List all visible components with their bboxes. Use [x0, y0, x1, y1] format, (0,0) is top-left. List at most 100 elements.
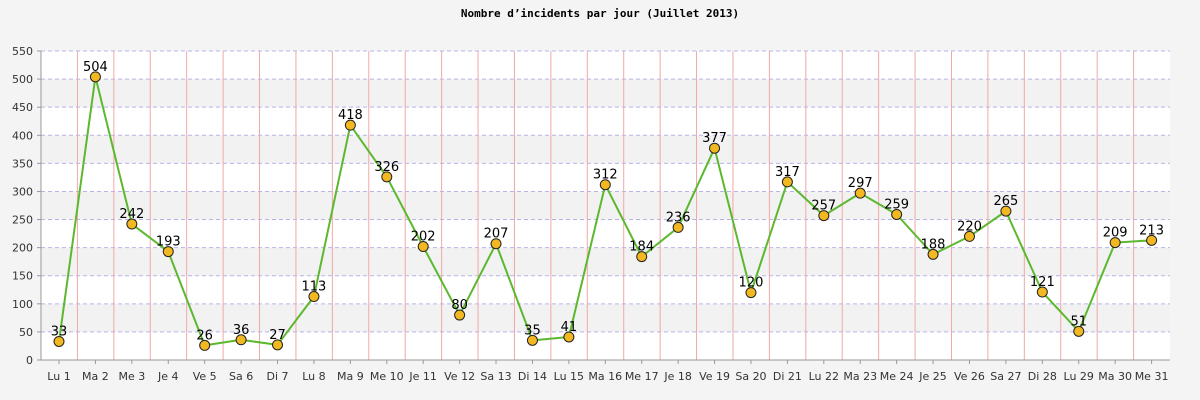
data-label: 202 — [411, 230, 436, 245]
plot-band — [41, 191, 1170, 220]
data-point — [563, 331, 575, 343]
y-tick-label: 500 — [12, 73, 33, 86]
data-label: 504 — [83, 60, 108, 75]
x-tick-label: Je 4 — [157, 370, 179, 383]
x-tick-label: Di 28 — [1028, 370, 1057, 383]
data-point — [636, 251, 648, 263]
data-label: 26 — [196, 328, 213, 343]
data-point — [454, 309, 466, 321]
x-tick-label: Ma 2 — [82, 370, 109, 383]
x-tick-label: Ma 23 — [843, 370, 877, 383]
x-tick-label: Ve 5 — [193, 370, 217, 383]
data-label: 259 — [884, 197, 909, 212]
data-label: 121 — [1030, 275, 1055, 290]
x-tick-label: Ma 16 — [588, 370, 622, 383]
x-tick-label: Me 17 — [625, 370, 659, 383]
data-point — [672, 221, 684, 233]
series-layer — [53, 71, 1158, 351]
data-label: 193 — [156, 235, 181, 250]
data-point — [927, 248, 939, 260]
y-tick-label: 300 — [12, 185, 33, 198]
x-tick-label: Ma 30 — [1098, 370, 1132, 383]
data-label: 236 — [666, 210, 691, 225]
data-label: 36 — [233, 323, 250, 338]
x-tick-label: Me 3 — [118, 370, 145, 383]
data-point — [490, 238, 502, 250]
data-point — [963, 230, 975, 242]
x-tick-label: Me 24 — [880, 370, 914, 383]
data-point — [344, 119, 356, 131]
data-label: 312 — [593, 168, 618, 183]
x-tick-label: Je 25 — [918, 370, 947, 383]
x-tick-label: Lu 1 — [47, 370, 70, 383]
data-label: 209 — [1103, 226, 1128, 241]
y-tick-label: 400 — [12, 129, 33, 142]
data-point — [126, 218, 138, 230]
x-tick-label: Je 11 — [408, 370, 437, 383]
plot-band — [41, 135, 1170, 164]
data-label: 51 — [1070, 314, 1087, 329]
plot-band — [41, 275, 1170, 304]
data-label: 120 — [739, 276, 764, 291]
x-tick-label: Sa 20 — [735, 370, 766, 383]
plot-band — [41, 303, 1170, 332]
data-label: 257 — [811, 199, 836, 214]
data-point — [781, 176, 793, 188]
data-label: 242 — [119, 207, 144, 222]
plot-band — [41, 247, 1170, 276]
x-tick-label: Lu 15 — [554, 370, 584, 383]
y-tick-label: 100 — [12, 298, 33, 311]
y-tick-label: 150 — [12, 270, 33, 283]
data-point — [1036, 286, 1048, 298]
x-tick-label: Ma 9 — [337, 370, 364, 383]
data-point — [199, 339, 211, 351]
data-point — [272, 339, 284, 351]
x-tick-label: Je 18 — [663, 370, 692, 383]
x-tick-label: Sa 6 — [229, 370, 253, 383]
x-tick-label: Di 7 — [267, 370, 289, 383]
data-point — [599, 179, 611, 191]
y-tick-label: 350 — [12, 157, 33, 170]
y-axis-ticks: 0 50 100 150 200 250 300 350 400 450 500 550 — [12, 45, 41, 367]
y-tick-label: 200 — [12, 242, 33, 255]
data-label: 220 — [957, 219, 982, 234]
y-tick-label: 0 — [26, 354, 33, 367]
x-tick-label: Di 21 — [773, 370, 802, 383]
plot-band — [41, 219, 1170, 248]
data-point — [53, 335, 65, 347]
data-point — [1146, 234, 1158, 246]
x-tick-label: Lu 8 — [302, 370, 325, 383]
data-label: 418 — [338, 108, 363, 123]
plot-band — [41, 79, 1170, 108]
vertical-gridlines — [76, 51, 1135, 360]
data-label: 184 — [629, 240, 654, 255]
data-point — [162, 246, 174, 258]
horizontal-gridlines — [41, 50, 1170, 333]
x-tick-label: Lu 29 — [1064, 370, 1094, 383]
data-point — [854, 187, 866, 199]
data-label: 297 — [848, 176, 873, 191]
data-label: 33 — [51, 324, 68, 339]
x-tick-label: Me 10 — [370, 370, 404, 383]
x-tick-label: Ve 26 — [954, 370, 985, 383]
data-point — [818, 210, 830, 222]
data-label: 377 — [702, 131, 727, 146]
data-labels: 33 504 242 193 26 36 27 113 418 326 202 80 207 35 41 31… — [51, 60, 1164, 344]
data-label: 317 — [775, 165, 800, 180]
plot-band — [41, 51, 1170, 80]
x-tick-label: Me 31 — [1135, 370, 1169, 383]
data-label: 27 — [269, 328, 286, 343]
data-label: 188 — [921, 237, 946, 252]
y-tick-label: 250 — [12, 214, 33, 227]
data-point — [308, 291, 320, 303]
data-label: 326 — [374, 160, 399, 175]
plot-band — [41, 107, 1170, 136]
data-label: 207 — [484, 227, 509, 242]
data-point — [417, 241, 429, 253]
data-point — [526, 334, 538, 346]
x-tick-label: Sa 27 — [990, 370, 1021, 383]
x-tick-label: Sa 13 — [480, 370, 511, 383]
y-tick-label: 50 — [19, 326, 33, 339]
data-point — [745, 287, 757, 299]
